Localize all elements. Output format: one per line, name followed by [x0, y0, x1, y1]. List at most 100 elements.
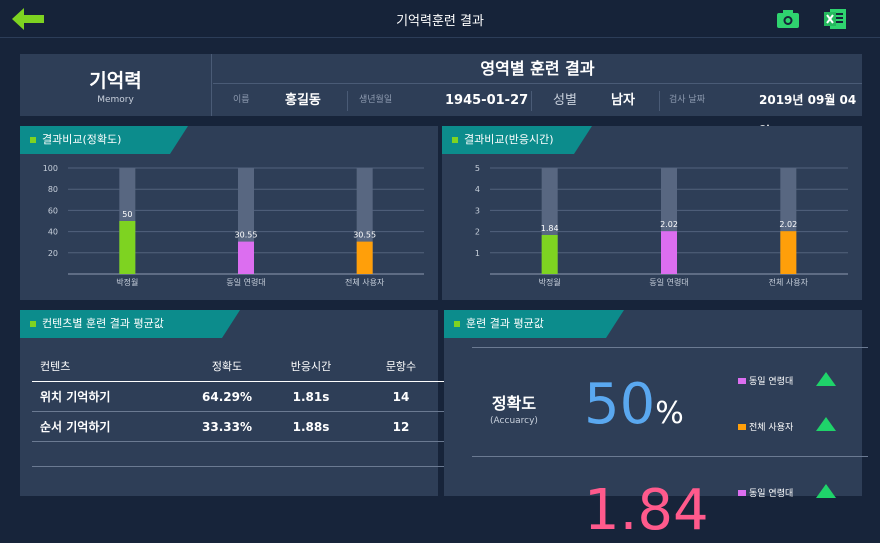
bar: [541, 234, 558, 274]
y-tick-label: 2: [475, 228, 480, 237]
content-results-tab: 컨텐츠별 훈련 결과 평균값: [20, 310, 240, 338]
legend-age-label-2: 동일 연령대: [749, 489, 794, 499]
accuracy-number: 50: [584, 372, 656, 437]
bar-value-label: 30.55: [235, 231, 258, 240]
divider: [347, 91, 348, 111]
accuracy-chart-tab: 결과비교(정확도): [20, 126, 188, 154]
divider: [472, 347, 868, 348]
average-results-panel: 훈련 결과 평균값 정확도 (Accuarcy) 50% 동일 연령대 전체 사…: [444, 310, 868, 543]
bullet-icon: [452, 137, 458, 143]
category-subtitle: Memory: [97, 95, 134, 105]
accuracy-label-ko: 정확도: [491, 394, 537, 413]
date-value: 2019년 09월 04일: [759, 93, 857, 138]
legend-age-label: 동일 연령대: [749, 377, 794, 387]
back-arrow-icon[interactable]: [8, 4, 48, 34]
cell-item-count: 14: [392, 390, 410, 404]
x-category-label: 동일 연령대: [226, 278, 265, 287]
name-label: 이름: [233, 95, 250, 105]
bar: [238, 241, 254, 274]
y-tick-label: 5: [475, 164, 480, 173]
y-tick-label: 3: [475, 206, 480, 215]
header-item-count: 문항수: [385, 360, 417, 373]
reaction-chart-title: 결과비교(반응시간): [464, 133, 554, 146]
table-footer-line: [32, 466, 446, 467]
average-results-tab: 훈련 결과 평균값: [444, 310, 624, 338]
legend-all-users: 전체 사용자: [738, 420, 793, 433]
bullet-icon: [30, 321, 36, 327]
cell-content: 위치 기억하기: [40, 390, 111, 404]
bar-value-label: 2.02: [660, 220, 678, 229]
x-category-label: 박정월: [539, 277, 561, 287]
up-arrow-icon: [816, 372, 836, 386]
header-content: 컨텐츠: [40, 360, 71, 373]
page-title: 기억력훈련 결과: [396, 14, 484, 29]
content-results-panel: 컨텐츠별 훈련 결과 평균값 컨텐츠 정확도 반응시간 문항수 위치 기억하기 …: [20, 310, 446, 496]
bar: [780, 231, 797, 274]
accuracy-label-en: (Accuarcy): [490, 416, 538, 426]
name-value: 홍길동: [285, 93, 321, 108]
bar: [661, 231, 677, 274]
info-heading: 영역별 훈련 결과: [213, 54, 862, 84]
bar-value-label: 1.84: [541, 224, 559, 233]
cell-reaction-time: 1.88s: [292, 420, 330, 434]
up-arrow-icon: [816, 484, 836, 498]
legend-all-label: 전체 사용자: [749, 423, 794, 433]
legend-swatch: [738, 424, 746, 430]
table-row[interactable]: 위치 기억하기 64.29% 1.81s 14: [32, 382, 446, 412]
excel-export-icon[interactable]: [822, 6, 848, 32]
birth-value: 1945-01-27: [445, 93, 529, 108]
cell-item-count: 12: [392, 420, 410, 434]
sex-value: 남자: [611, 93, 635, 108]
y-tick-label: 40: [48, 228, 58, 237]
up-arrow-icon: [816, 417, 836, 431]
x-category-label: 전체 사용자: [345, 277, 385, 287]
bullet-icon: [30, 137, 36, 143]
y-tick-label: 100: [43, 164, 58, 173]
cell-accuracy: 64.29%: [202, 390, 252, 404]
divider: [531, 91, 532, 111]
legend-age-group-2: 동일 연령대: [738, 486, 793, 499]
x-category-label: 동일 연령대: [649, 278, 688, 287]
legend-swatch: [738, 378, 746, 384]
x-category-label: 박정월: [116, 277, 138, 287]
bar-value-label: 30.55: [353, 231, 376, 240]
average-results-title: 훈련 결과 평균값: [466, 317, 544, 330]
patient-info-panel: 기억력 Memory 영역별 훈련 결과 이름 홍길동 생년월일 1945-01…: [20, 54, 862, 138]
bar: [356, 241, 373, 274]
divider: [472, 456, 868, 457]
cell-content: 순서 기억하기: [40, 420, 111, 434]
top-bar: 기억력훈련 결과: [0, 0, 880, 38]
y-tick-label: 60: [48, 206, 58, 215]
category-title: 기억력: [89, 70, 142, 92]
info-row: 이름 홍길동 생년월일 1945-01-27 성별 남자 검사 날짜 2019년…: [213, 85, 862, 138]
y-tick-label: 80: [48, 185, 58, 194]
reaction-time-bar-chart: 5 4 3 2 1 1.84 박정월 2.02 동일 연령대 2.02 전체 사용자: [475, 164, 848, 287]
birth-label: 생년월일: [359, 95, 393, 105]
table-row[interactable]: 순서 기억하기 33.33% 1.88s 12: [32, 412, 446, 442]
bullet-icon: [454, 321, 460, 327]
camera-icon[interactable]: [775, 7, 801, 31]
legend-swatch: [738, 490, 746, 496]
y-tick-label: 4: [475, 185, 480, 194]
cell-accuracy: 33.33%: [202, 420, 252, 434]
reaction-time-chart-panel: 결과비교(반응시간) 5 4 3 2 1 1.84 박정월 2.02 동일 연령대 2.02 전체 …: [442, 126, 862, 300]
y-tick-label: 1: [475, 249, 480, 258]
table-header: 컨텐츠 정확도 반응시간 문항수: [32, 352, 446, 382]
x-category-label: 전체 사용자: [769, 277, 809, 287]
bar-value-label: 2.02: [779, 220, 797, 229]
accuracy-chart-panel: 결과비교(정확도) 100 80 60 40 20 50 박정월 30.55 동일 연령대 30.…: [20, 126, 438, 300]
y-tick-label: 20: [48, 249, 58, 258]
divider: [659, 91, 660, 111]
header-accuracy: 정확도: [211, 360, 243, 373]
sex-label: 성별: [553, 93, 577, 108]
category-box: 기억력 Memory: [20, 54, 212, 116]
accuracy-bar-chart: 100 80 60 40 20 50 박정월 30.55 동일 연령대 30.55 전체 사용자: [43, 164, 424, 287]
header-reaction-time: 반응시간: [290, 360, 332, 373]
accuracy-unit: %: [655, 396, 684, 431]
reaction-time-value: 1.84: [584, 478, 709, 543]
accuracy-chart-title: 결과비교(정확도): [42, 133, 122, 146]
legend-age-group: 동일 연령대: [738, 374, 793, 387]
reaction-chart-tab: 결과비교(반응시간): [442, 126, 592, 154]
content-results-title: 컨텐츠별 훈련 결과 평균값: [42, 317, 164, 330]
bar-value-label: 50: [122, 210, 132, 219]
